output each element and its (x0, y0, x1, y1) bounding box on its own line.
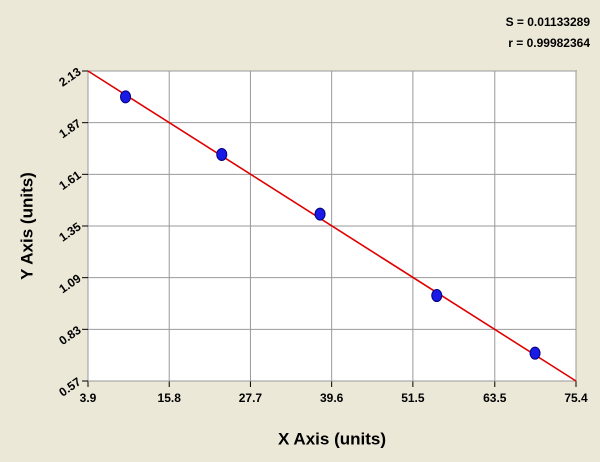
x-tick-label: 27.7 (239, 391, 263, 405)
point (216, 147, 228, 161)
fit-line (87, 70, 577, 382)
x-axis-title: X Axis (units) (278, 429, 386, 448)
point (120, 90, 132, 104)
annotation: S = 0.01133289 (506, 15, 591, 29)
x-tick-label: 75.4 (564, 391, 588, 405)
marks (87, 70, 577, 382)
x-tick-label: 51.5 (401, 391, 425, 405)
point (314, 207, 326, 221)
x-tick-label: 15.8 (158, 391, 182, 405)
annotation: r = 0.99982364 (508, 36, 590, 50)
y-axis-title: Y Axis (units) (17, 172, 36, 280)
point (529, 346, 541, 360)
x-tick-label: 63.5 (483, 391, 507, 405)
x-tick-label: 39.6 (320, 391, 344, 405)
x-tick-label: 3.9 (80, 391, 97, 405)
point (431, 289, 443, 303)
